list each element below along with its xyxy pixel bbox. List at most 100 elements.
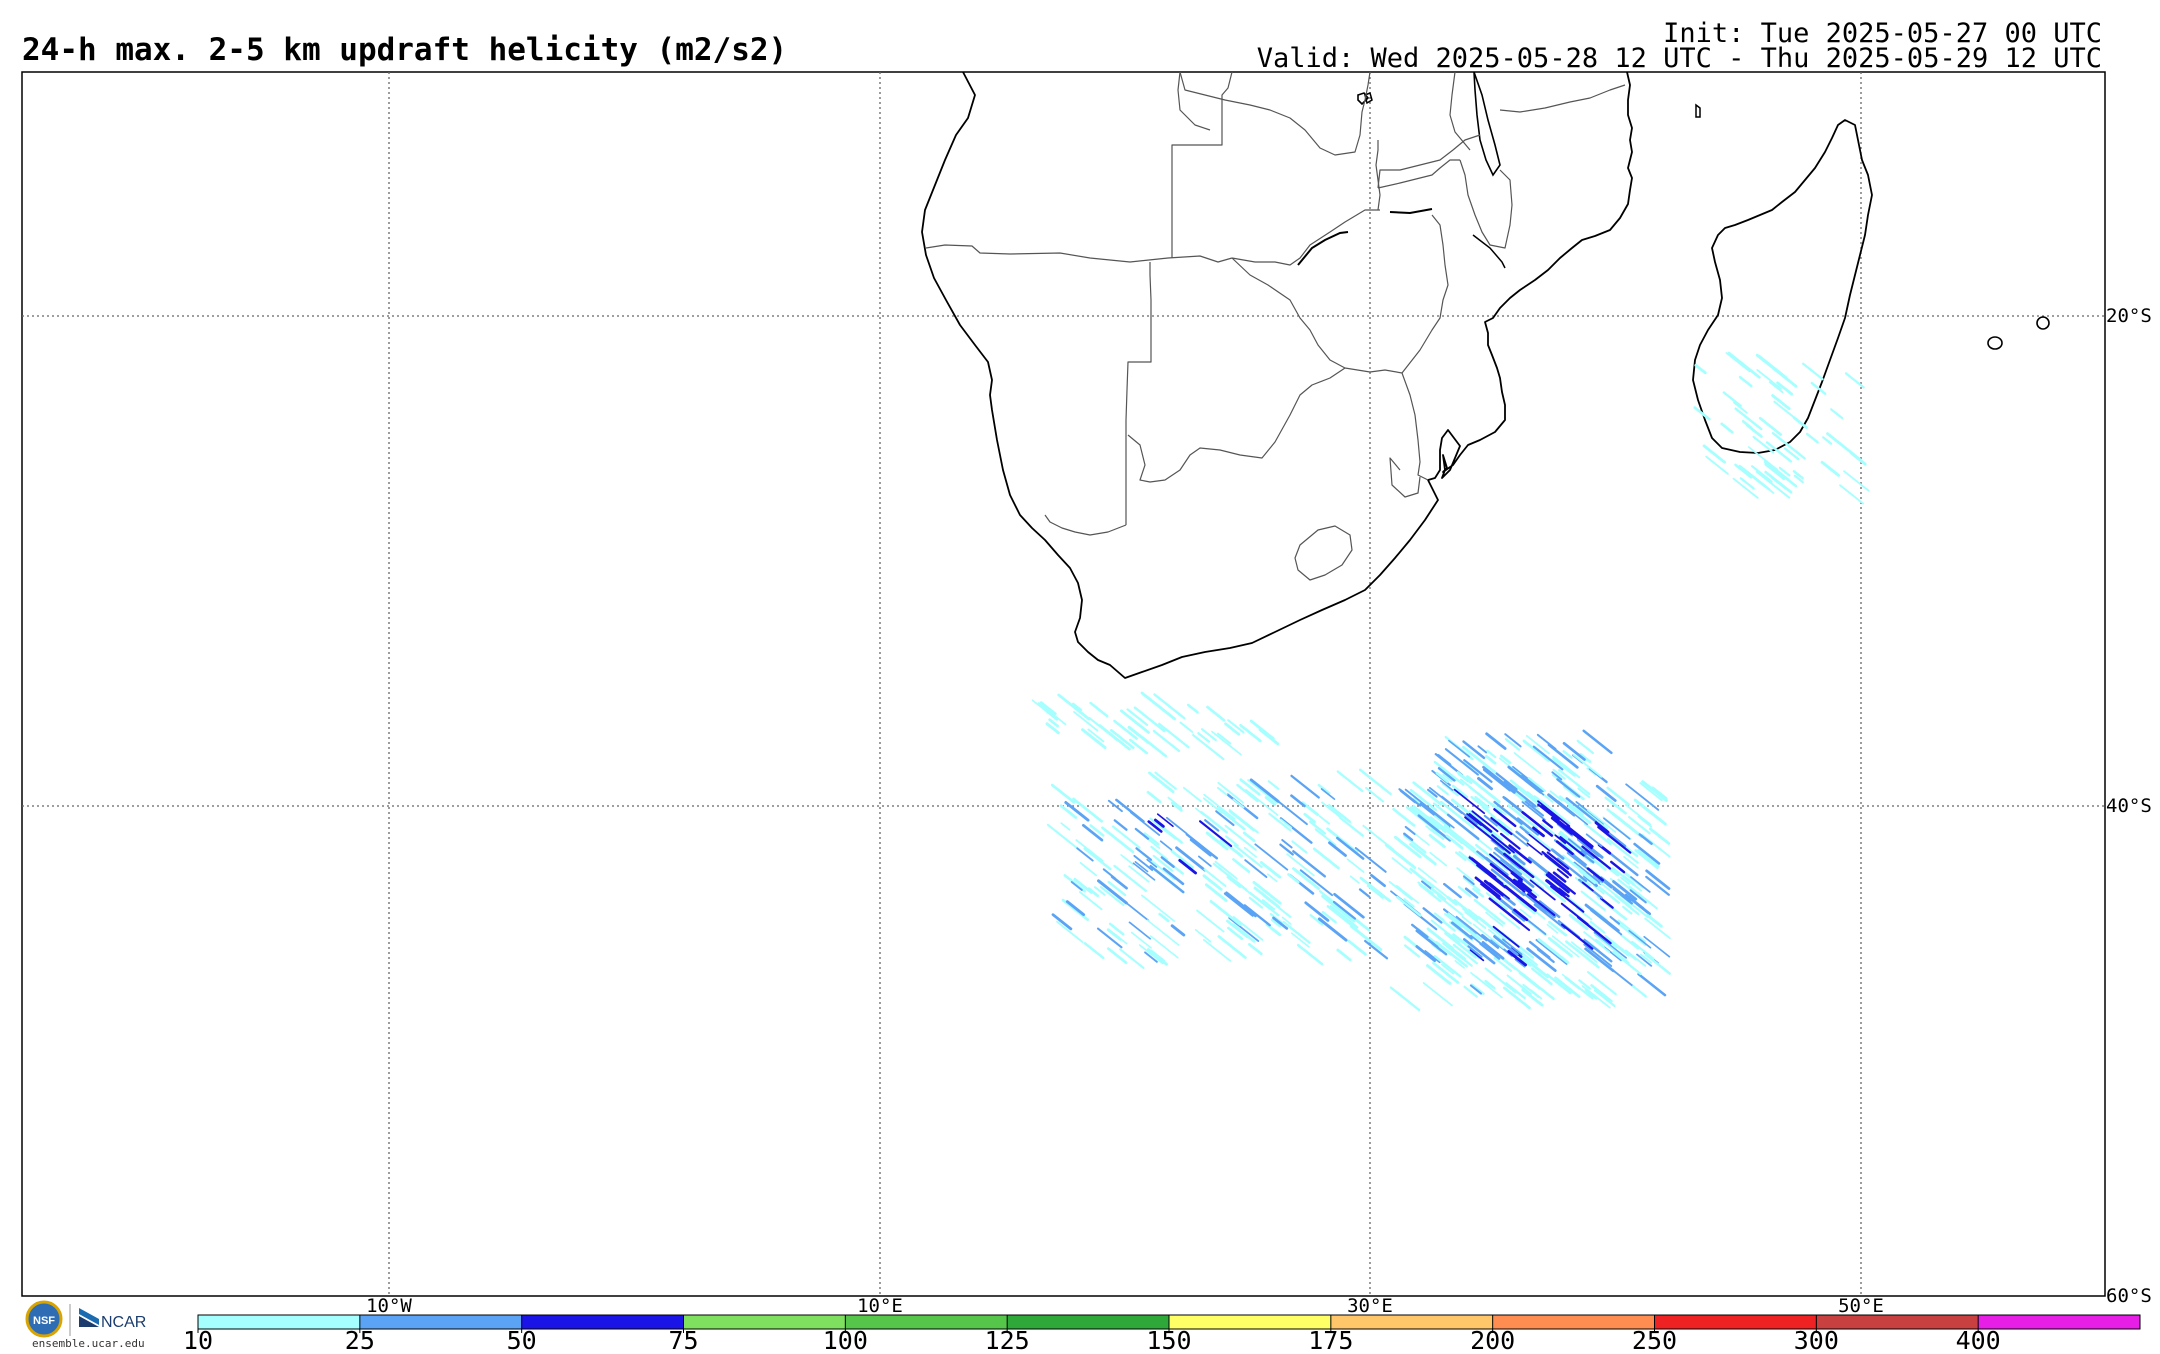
helicity-streak [1504, 738, 1521, 751]
helicity-streak [1501, 938, 1523, 956]
helicity-streak [1170, 924, 1186, 937]
helicity-streak [1462, 875, 1475, 886]
helicity-streak [1245, 789, 1279, 816]
helicity-streak [1462, 745, 1497, 774]
helicity-streak [1567, 897, 1584, 911]
colorbar-swatch [1169, 1315, 1331, 1329]
helicity-streak [1135, 847, 1153, 861]
helicity-streak [1403, 832, 1414, 842]
helicity-streak [1528, 940, 1551, 959]
helicity-streak [1228, 810, 1255, 832]
helicity-streak [1594, 821, 1610, 834]
helicity-streak [1630, 876, 1651, 893]
helicity-streak [1317, 783, 1331, 795]
helicity-streak [1511, 881, 1526, 893]
helicity-streak [1537, 938, 1570, 964]
helicity-streak [1475, 843, 1509, 871]
helicity-streak [1451, 833, 1485, 861]
helicity-streak [1477, 916, 1507, 941]
helicity-streak [1628, 929, 1652, 949]
border-namibia-sa [1044, 514, 1127, 536]
helicity-streak [1236, 783, 1259, 803]
helicity-streak [1617, 954, 1630, 965]
helicity-streak [1128, 921, 1152, 940]
helicity-streak [1264, 796, 1277, 806]
helicity-streak [1056, 920, 1084, 944]
helicity-streak [1513, 854, 1526, 866]
helicity-streak [1099, 886, 1125, 906]
helicity-streak [1503, 796, 1522, 812]
helicity-streak [1347, 939, 1367, 956]
lat-label-40s: 40°S [2106, 795, 2152, 817]
helicity-streak [1140, 691, 1177, 721]
helicity-streak [1158, 722, 1190, 749]
helicity-streak [1075, 839, 1104, 862]
helicity-streak [1192, 733, 1225, 761]
border-angola-namibia [925, 244, 1233, 263]
helicity-streak [1584, 903, 1620, 933]
helicity-streak [1606, 786, 1630, 806]
helicity-streak [1493, 956, 1513, 972]
helicity-streak [1643, 935, 1671, 958]
helicity-streak [1693, 406, 1711, 421]
helicity-streak [1156, 813, 1174, 828]
africa-coastline [921, 71, 1633, 679]
island-zanzibar [1364, 91, 1373, 105]
helicity-streak [1332, 900, 1357, 920]
helicity-streak [1738, 375, 1753, 388]
helicity-streak [1149, 864, 1185, 894]
helicity-streak [1461, 915, 1472, 925]
helicity-streak [1474, 795, 1490, 809]
helicity-streak [1146, 837, 1161, 849]
helicity-streak [1470, 795, 1490, 812]
helicity-streak [1623, 855, 1639, 869]
helicity-streak [1333, 892, 1365, 919]
helicity-streak [1511, 910, 1526, 922]
helicity-streak [1725, 352, 1751, 373]
helicity-streak [1421, 880, 1433, 891]
helicity-streak [1203, 793, 1236, 820]
helicity-streak [1565, 940, 1600, 969]
helicity-streak [1507, 804, 1538, 830]
helicity-streak [1076, 847, 1094, 862]
helicity-streak [1252, 880, 1282, 905]
helicity-streak [1312, 847, 1340, 870]
helicity-streak [1516, 817, 1540, 836]
helicity-streak [1138, 944, 1164, 965]
helicity-streak [1463, 759, 1493, 783]
border-malawi-tanzania [1449, 71, 1471, 151]
helicity-streak [1533, 903, 1566, 930]
helicity-streak [1565, 797, 1598, 824]
helicity-streak [1610, 860, 1626, 874]
colorbar-swatch [1816, 1315, 1979, 1329]
helicity-streak [1128, 865, 1150, 883]
helicity-streak [1521, 891, 1548, 913]
helicity-streak [1546, 973, 1572, 995]
helicity-streak [1143, 832, 1160, 846]
helicity-streak [1057, 693, 1091, 721]
helicity-streak [1604, 934, 1637, 961]
helicity-streak [1430, 919, 1461, 944]
helicity-streak [1178, 858, 1197, 875]
helicity-streak [1628, 815, 1651, 835]
helicity-streak [1568, 913, 1589, 931]
helicity-streak [1267, 780, 1280, 790]
helicity-streak [1124, 901, 1150, 922]
helicity-streak [1467, 949, 1480, 960]
helicity-streak [1519, 921, 1531, 932]
helicity-streak [1443, 824, 1476, 851]
helicity-streak [1433, 955, 1462, 978]
helicity-streak [1391, 857, 1413, 874]
helicity-streak [1583, 943, 1613, 967]
helicity-streak [1126, 708, 1149, 727]
helicity-streak [1572, 754, 1603, 778]
helicity-streak [1070, 881, 1083, 891]
helicity-streak [1463, 938, 1496, 965]
helicity-streak [1450, 921, 1473, 940]
helicity-streak [1304, 901, 1330, 922]
helicity-streak [1239, 778, 1261, 796]
helicity-streak [1409, 867, 1435, 889]
helicity-streak [1366, 884, 1384, 899]
helicity-streak [1279, 818, 1293, 829]
helicity-streak [1444, 912, 1462, 928]
